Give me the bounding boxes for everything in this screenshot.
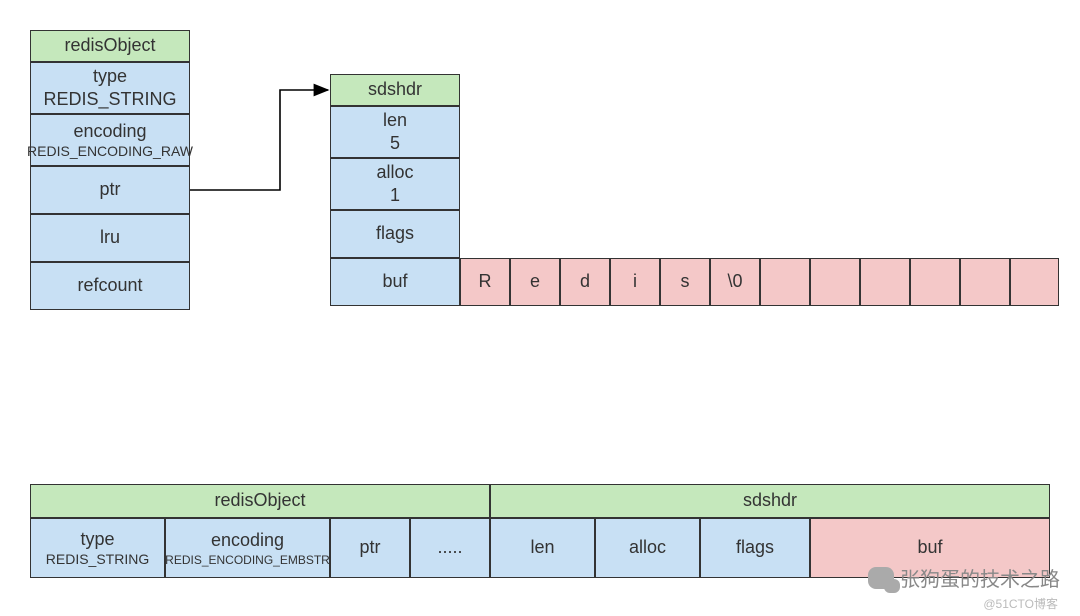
- buf-char: s: [681, 270, 690, 293]
- field-value: 1: [390, 184, 400, 207]
- field-name: ptr: [99, 178, 120, 201]
- field-name: encoding: [73, 120, 146, 143]
- buf-char: i: [633, 270, 637, 293]
- field-name: ptr: [359, 536, 380, 559]
- header-text: sdshdr: [743, 489, 797, 512]
- embed-cell-len: len: [490, 518, 595, 578]
- embed-cell-flags: flags: [700, 518, 810, 578]
- buf-cell-5: \0: [710, 258, 760, 306]
- sdshdr-field-alloc: alloc 1: [330, 158, 460, 210]
- field-name: flags: [736, 536, 774, 559]
- redisobject-field-encoding: encoding REDIS_ENCODING_RAW: [30, 114, 190, 166]
- watermark-text: 张狗蛋的技术之路: [900, 563, 1060, 592]
- embed-header-redisobject: redisObject: [30, 484, 490, 518]
- field-value: REDIS_ENCODING_EMBSTR: [165, 553, 330, 567]
- sdshdr-title: sdshdr: [368, 78, 422, 101]
- field-name: flags: [376, 222, 414, 245]
- redisobject-field-lru: lru: [30, 214, 190, 262]
- buf-cell-3: i: [610, 258, 660, 306]
- field-name: buf: [382, 270, 407, 293]
- embed-cell-alloc: alloc: [595, 518, 700, 578]
- redisobject-field-ptr: ptr: [30, 166, 190, 214]
- field-name: len: [530, 536, 554, 559]
- redisobject-field-refcount: refcount: [30, 262, 190, 310]
- field-name: lru: [100, 226, 120, 249]
- field-name: alloc: [376, 161, 413, 184]
- embed-cell-encoding: encoding REDIS_ENCODING_EMBSTR: [165, 518, 330, 578]
- redisobject-field-type: type REDIS_STRING: [30, 62, 190, 114]
- credit-text: @51CTO博客: [983, 595, 1058, 612]
- field-value: REDIS_STRING: [46, 551, 149, 568]
- buf-char: \0: [727, 270, 742, 293]
- header-text: redisObject: [214, 489, 305, 512]
- field-value: REDIS_STRING: [43, 88, 176, 111]
- redisobject-title: redisObject: [64, 34, 155, 57]
- embed-cell-type: type REDIS_STRING: [30, 518, 165, 578]
- field-value: REDIS_ENCODING_RAW: [27, 143, 193, 160]
- buf-cell-8: [860, 258, 910, 306]
- embed-header-sdshdr: sdshdr: [490, 484, 1050, 518]
- field-name: .....: [437, 536, 462, 559]
- buf-cell-7: [810, 258, 860, 306]
- ptr-arrow-path: [190, 90, 328, 190]
- field-value: 5: [390, 132, 400, 155]
- buf-char: e: [530, 270, 540, 293]
- buf-cell-1: e: [510, 258, 560, 306]
- watermark: 张狗蛋的技术之路: [868, 563, 1060, 592]
- embed-cell-ptr: ptr: [330, 518, 410, 578]
- field-name: len: [383, 109, 407, 132]
- redisobject-header: redisObject: [30, 30, 190, 62]
- field-name: buf: [917, 536, 942, 559]
- sdshdr-field-buf: buf: [330, 258, 460, 306]
- field-name: alloc: [629, 536, 666, 559]
- buf-cell-9: [910, 258, 960, 306]
- sdshdr-field-len: len 5: [330, 106, 460, 158]
- buf-cell-0: R: [460, 258, 510, 306]
- buf-cell-11: [1010, 258, 1059, 306]
- field-name: type: [80, 528, 114, 551]
- sdshdr-header: sdshdr: [330, 74, 460, 106]
- buf-char: d: [580, 270, 590, 293]
- buf-cell-4: s: [660, 258, 710, 306]
- sdshdr-field-flags: flags: [330, 210, 460, 258]
- buf-cell-2: d: [560, 258, 610, 306]
- field-name: encoding: [211, 529, 284, 552]
- buf-cell-10: [960, 258, 1010, 306]
- field-name: refcount: [77, 274, 142, 297]
- buf-cell-6: [760, 258, 810, 306]
- buf-char: R: [479, 270, 492, 293]
- embed-cell-dots: .....: [410, 518, 490, 578]
- wechat-icon: [868, 567, 894, 589]
- field-name: type: [93, 65, 127, 88]
